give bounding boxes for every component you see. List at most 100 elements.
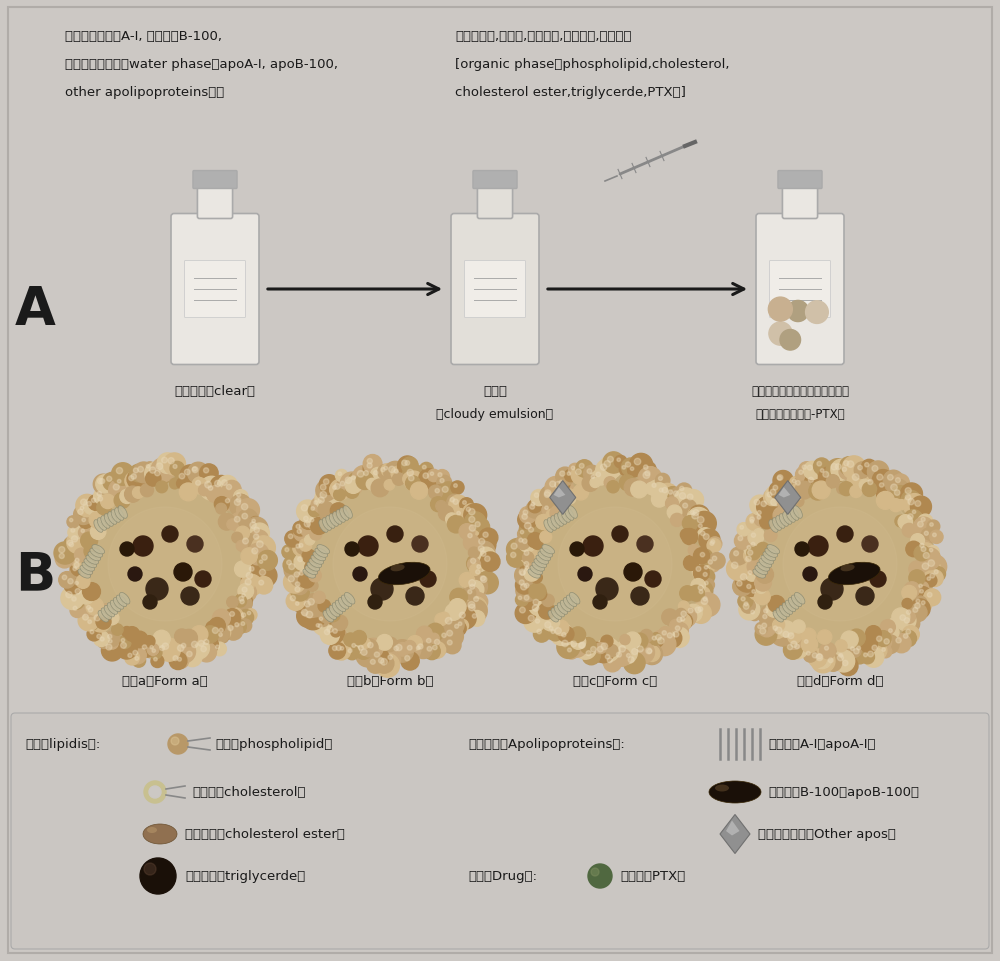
Circle shape bbox=[521, 580, 538, 597]
Circle shape bbox=[640, 462, 656, 478]
Circle shape bbox=[632, 633, 648, 650]
Circle shape bbox=[155, 471, 160, 477]
Circle shape bbox=[66, 592, 72, 598]
Circle shape bbox=[170, 462, 184, 477]
Circle shape bbox=[349, 641, 363, 654]
Circle shape bbox=[474, 562, 488, 576]
Circle shape bbox=[835, 464, 841, 470]
Ellipse shape bbox=[86, 555, 99, 565]
Circle shape bbox=[582, 476, 598, 492]
Ellipse shape bbox=[560, 601, 571, 612]
Circle shape bbox=[455, 625, 459, 628]
Circle shape bbox=[658, 638, 664, 644]
Circle shape bbox=[578, 567, 592, 581]
Circle shape bbox=[890, 486, 910, 506]
Circle shape bbox=[579, 642, 585, 649]
Circle shape bbox=[821, 579, 843, 601]
Circle shape bbox=[238, 619, 252, 632]
Circle shape bbox=[879, 483, 884, 487]
Circle shape bbox=[178, 657, 181, 661]
Circle shape bbox=[849, 563, 867, 581]
Circle shape bbox=[464, 588, 476, 600]
Circle shape bbox=[367, 459, 372, 464]
Ellipse shape bbox=[568, 506, 577, 519]
Circle shape bbox=[242, 594, 245, 598]
Circle shape bbox=[604, 478, 616, 489]
Circle shape bbox=[900, 630, 916, 647]
Circle shape bbox=[94, 488, 110, 505]
Circle shape bbox=[468, 590, 472, 594]
Ellipse shape bbox=[769, 520, 778, 532]
Circle shape bbox=[895, 516, 907, 528]
Circle shape bbox=[71, 536, 78, 542]
Circle shape bbox=[442, 633, 446, 638]
Circle shape bbox=[870, 572, 886, 587]
Circle shape bbox=[593, 642, 614, 663]
Circle shape bbox=[333, 486, 337, 490]
Circle shape bbox=[764, 530, 777, 542]
Circle shape bbox=[812, 653, 817, 658]
Circle shape bbox=[663, 629, 682, 648]
Text: 紫杉醇（PTX）: 紫杉醇（PTX） bbox=[620, 870, 685, 882]
Text: 脂质（lipidis）:: 脂质（lipidis）: bbox=[25, 738, 100, 751]
Circle shape bbox=[132, 654, 146, 668]
Circle shape bbox=[850, 486, 862, 498]
Circle shape bbox=[768, 298, 792, 322]
Circle shape bbox=[903, 607, 918, 623]
Circle shape bbox=[349, 473, 362, 487]
Circle shape bbox=[108, 634, 112, 639]
Circle shape bbox=[773, 485, 778, 490]
Circle shape bbox=[249, 530, 268, 550]
Circle shape bbox=[923, 553, 929, 559]
Circle shape bbox=[526, 559, 537, 570]
Circle shape bbox=[90, 630, 94, 634]
Circle shape bbox=[624, 563, 642, 581]
Circle shape bbox=[259, 580, 264, 585]
Circle shape bbox=[340, 473, 364, 496]
Ellipse shape bbox=[782, 604, 793, 615]
Circle shape bbox=[856, 587, 874, 605]
Circle shape bbox=[796, 467, 811, 482]
Circle shape bbox=[791, 641, 797, 648]
Circle shape bbox=[442, 487, 448, 493]
Circle shape bbox=[121, 643, 126, 649]
Circle shape bbox=[139, 642, 155, 657]
Circle shape bbox=[334, 484, 340, 490]
Circle shape bbox=[407, 470, 413, 477]
Circle shape bbox=[760, 628, 766, 634]
Circle shape bbox=[257, 558, 269, 570]
Circle shape bbox=[299, 572, 303, 576]
Circle shape bbox=[740, 574, 747, 580]
Circle shape bbox=[802, 465, 806, 470]
Circle shape bbox=[614, 641, 637, 664]
Circle shape bbox=[596, 638, 620, 662]
Circle shape bbox=[122, 627, 132, 637]
Circle shape bbox=[646, 649, 652, 654]
Circle shape bbox=[658, 483, 677, 503]
Circle shape bbox=[230, 495, 252, 517]
Circle shape bbox=[825, 654, 842, 672]
Circle shape bbox=[195, 572, 211, 587]
Circle shape bbox=[175, 654, 189, 669]
Circle shape bbox=[418, 644, 423, 650]
Circle shape bbox=[249, 517, 262, 530]
Circle shape bbox=[733, 578, 752, 596]
Circle shape bbox=[583, 466, 600, 482]
Circle shape bbox=[705, 557, 720, 573]
Polygon shape bbox=[726, 821, 740, 836]
Circle shape bbox=[605, 654, 610, 659]
Circle shape bbox=[921, 529, 936, 543]
Circle shape bbox=[524, 562, 529, 567]
Circle shape bbox=[374, 654, 394, 674]
Circle shape bbox=[140, 484, 153, 497]
Circle shape bbox=[851, 647, 854, 651]
Circle shape bbox=[909, 561, 925, 578]
Circle shape bbox=[759, 483, 921, 645]
Circle shape bbox=[299, 544, 303, 548]
Circle shape bbox=[693, 566, 709, 581]
Circle shape bbox=[306, 611, 313, 618]
Circle shape bbox=[435, 613, 447, 626]
Circle shape bbox=[91, 499, 96, 503]
Circle shape bbox=[791, 641, 808, 657]
Circle shape bbox=[144, 462, 156, 475]
